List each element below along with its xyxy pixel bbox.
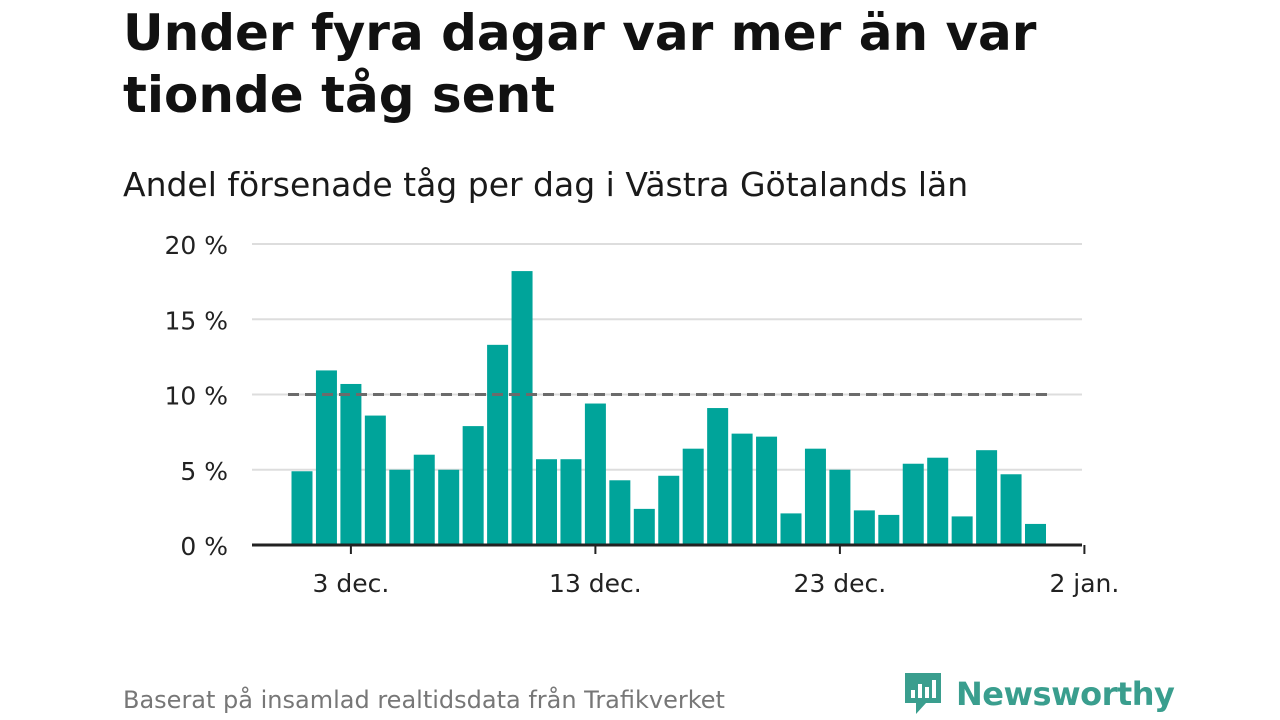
bar (707, 408, 729, 545)
y-tick-label: 0 % (180, 532, 228, 561)
bar (609, 480, 631, 545)
bar-chart: 0 % 5 % 10 % 15 % 20 % 3 dec. 13 dec. 23 dec. 2 … (164, 231, 1119, 598)
bar (976, 450, 998, 545)
bar (878, 514, 900, 545)
bar (804, 448, 826, 545)
bar (315, 370, 337, 545)
bar (511, 271, 533, 545)
bar (364, 415, 386, 545)
x-tick-label: 3 dec. (313, 569, 390, 598)
y-tick-label: 20 % (164, 231, 228, 260)
bar (340, 383, 362, 545)
bar (658, 475, 680, 545)
bar (853, 510, 875, 545)
newsworthy-brand: Newsworthy (902, 670, 1175, 718)
bar (462, 426, 484, 545)
bar (438, 469, 460, 545)
bar (731, 433, 753, 545)
bar (291, 471, 313, 545)
source-note: Baserat på insamlad realtidsdata från Tr… (123, 686, 725, 714)
chart-title: Under fyra dagar var mer än var tionde t… (123, 4, 1037, 124)
newsworthy-logo-icon (905, 673, 941, 714)
y-tick-label: 5 % (180, 457, 228, 486)
x-tick-label: 2 jan. (1049, 569, 1119, 598)
bar (413, 454, 435, 545)
bar (536, 459, 557, 545)
bar (951, 516, 973, 545)
bar (633, 508, 655, 545)
bar (560, 459, 582, 545)
bar (927, 457, 949, 545)
bar (389, 469, 411, 545)
bar (487, 344, 509, 545)
bar (902, 463, 924, 545)
y-tick-label: 15 % (164, 306, 228, 335)
y-tick-label: 10 % (164, 382, 228, 411)
bar (780, 513, 802, 545)
bar (682, 448, 704, 545)
brand-name: Newsworthy (956, 675, 1175, 713)
chart-subtitle: Andel försenade tåg per dag i Västra Göt… (123, 165, 969, 204)
bar (756, 436, 778, 545)
bar (829, 469, 851, 545)
bar (1025, 523, 1046, 545)
bar (1000, 474, 1022, 545)
x-tick-label: 23 dec. (794, 569, 887, 598)
bar (584, 403, 606, 545)
x-tick-label: 13 dec. (549, 569, 642, 598)
